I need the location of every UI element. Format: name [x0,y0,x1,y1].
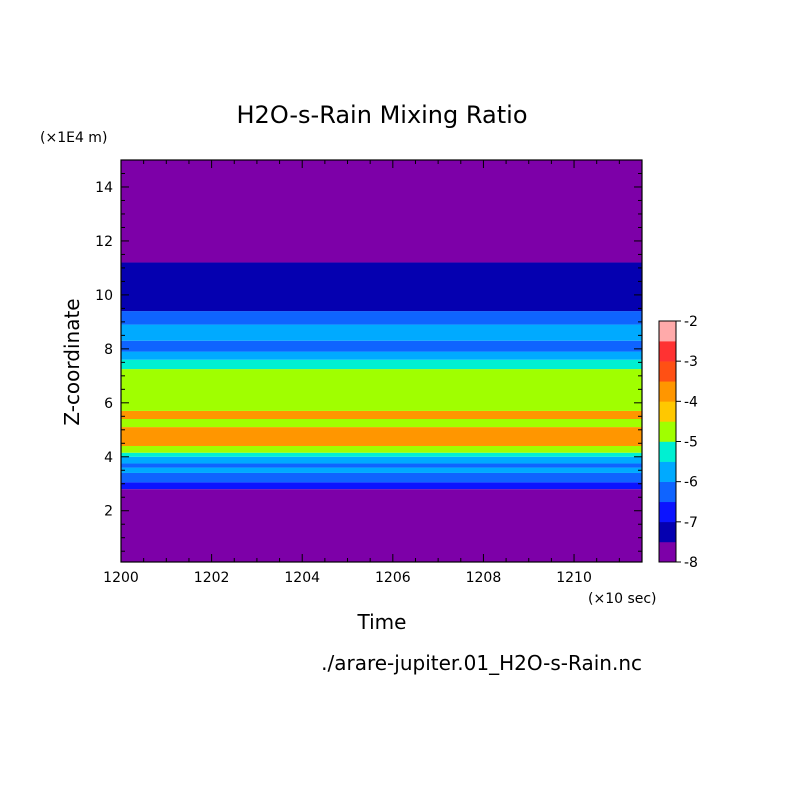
colorbar-tick-label: -8 [684,555,698,571]
contour-band [121,489,642,562]
colorbar-cell [659,341,676,362]
x-tick-label: 1204 [284,570,320,586]
y-tick-label: 8 [104,342,113,358]
contour-band [121,262,642,312]
contour-band [121,445,642,453]
contour-band [121,359,642,370]
colorbar-cell [659,481,676,503]
plot-frame [120,159,643,563]
contour-band [121,351,642,360]
x-tick-label: 1202 [194,570,230,586]
contour-band [121,467,642,473]
x-axis-label: Time [357,610,407,634]
plot-border [120,159,643,563]
colorbar-cell [659,421,676,442]
y-axis-ticks: 2 4 6 8 10 12 14 [95,159,642,552]
y-tick-label: 4 [104,450,113,466]
y-tick-label: 6 [104,396,113,412]
contour-band [121,456,642,464]
contour-band [121,419,642,428]
y-tick-label: 14 [95,180,113,196]
colorbar-cell [659,441,676,462]
contour-band [121,311,642,325]
contour-band [121,340,642,352]
colorbar-cell [659,461,676,482]
colorbar-tick-label: -2 [684,314,698,330]
colorbar-tick-label: -6 [684,475,698,491]
x-tick-label: 1208 [466,570,502,586]
x-axis-ticks: 1200 1202 1204 1206 1208 1210 [103,160,643,586]
source-filename: ./arare-jupiter.01_H2O-s-Rain.nc [321,651,642,675]
chart-title: H2O-s-Rain Mixing Ratio [237,101,528,129]
x-tick-label: 1210 [556,570,592,586]
x-axis-unit: (×10 sec) [588,591,657,607]
colorbar-cell [659,501,676,523]
contour-band [121,472,642,483]
contour-band [121,482,642,490]
x-tick-label: 1200 [103,570,139,586]
colorbar-tick-label: -4 [684,394,698,410]
colorbar-cell [659,401,676,422]
y-tick-label: 10 [95,288,113,304]
colorbar-cell [659,361,676,382]
y-axis-label: Z-coordinate [60,298,84,425]
x-tick-label: 1206 [375,570,411,586]
contour-band [121,427,642,446]
contour-bands [121,160,642,562]
colorbar: -8 -7 -6 -5 -4 -3 -2 [658,314,698,571]
contour-band [121,324,642,341]
y-tick-label: 12 [95,234,113,250]
colorbar-cell [659,321,676,342]
colorbar-tick-label: -7 [684,515,698,531]
y-tick-label: 2 [104,504,113,520]
y-axis-unit: (×1E4 m) [40,130,107,146]
contour-band [121,452,642,457]
contour-band [121,410,642,420]
colorbar-cell [659,541,676,563]
contour-band [121,463,642,468]
colorbar-tick-label: -3 [684,354,698,370]
contour-band [121,369,642,411]
colorbar-cell [659,381,676,402]
colorbar-tick-label: -5 [684,435,698,451]
contour-band [121,160,642,263]
colorbar-cell [659,521,676,543]
